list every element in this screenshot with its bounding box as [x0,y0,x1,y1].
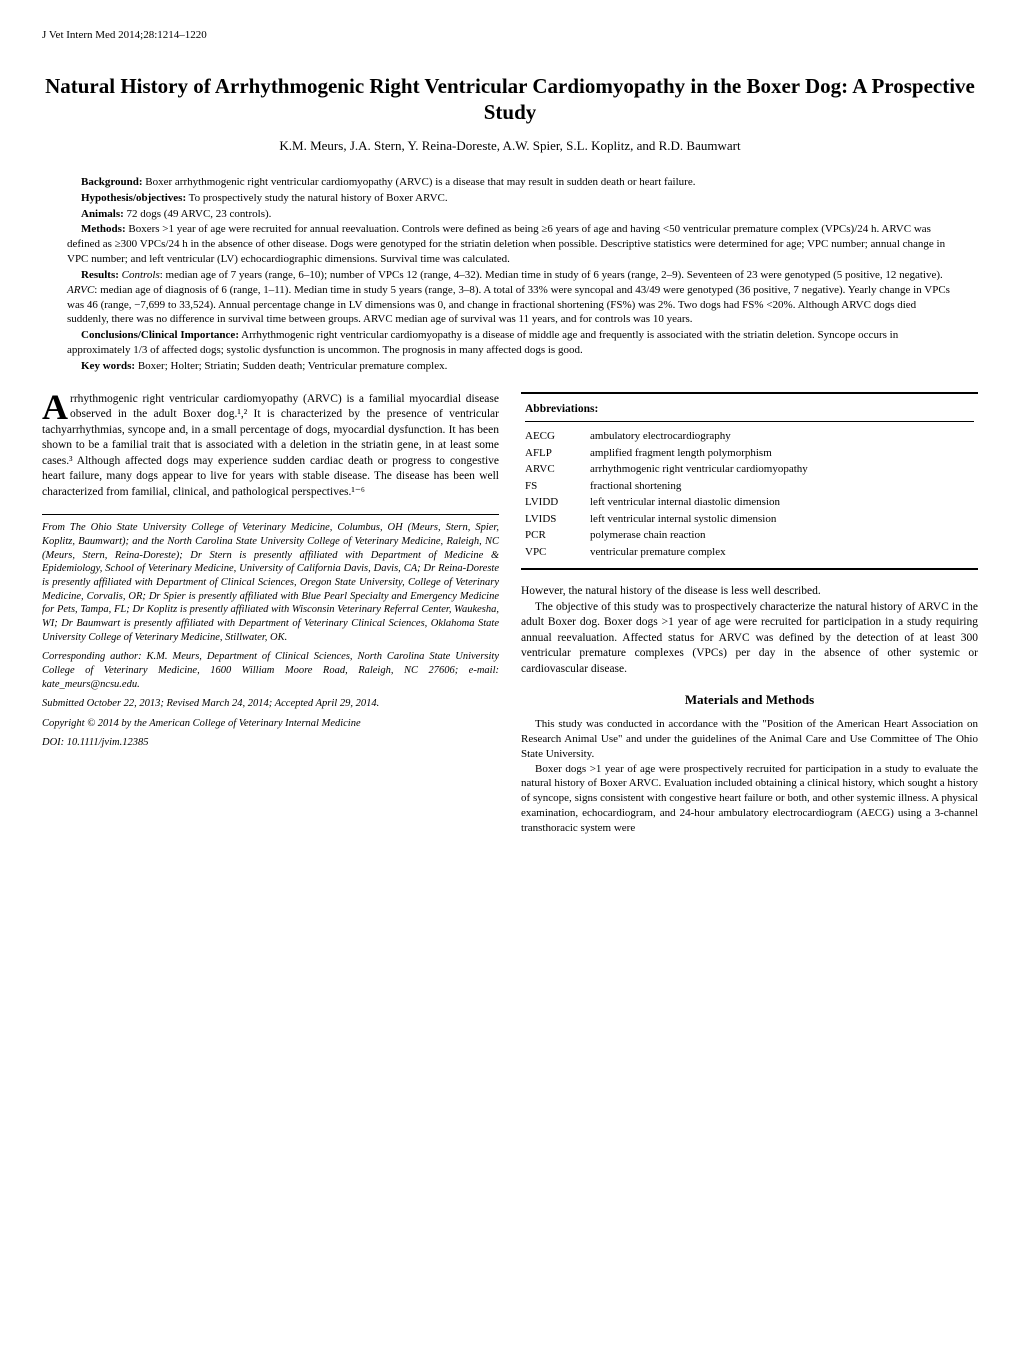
keywords-text: Boxer; Holter; Striatin; Sudden death; V… [135,360,447,372]
right-column: Abbreviations: AECGambulatory electrocar… [521,392,978,836]
left-column: Arrhythmogenic right ventricular cardiom… [42,392,499,836]
footnote-corresponding: Corresponding author: K.M. Meurs, Depart… [42,650,499,691]
article-title: Natural History of Arrhythmogenic Right … [42,73,978,126]
results-arvc-text: : median age of diagnosis of 6 (range, 1… [67,284,950,326]
abstract-conclusions: Conclusions/Clinical Importance: Arrhyth… [67,328,953,358]
right-para-2: The objective of this study was to prosp… [521,600,978,678]
abstract-methods: Methods: Boxers >1 year of age were recr… [67,222,953,267]
abbreviation-value: left ventricular internal systolic dimen… [590,511,974,528]
results-label: Results: [81,269,119,281]
materials-methods-heading: Materials and Methods [521,691,978,709]
abbreviations-list: AECGambulatory electrocardiographyAFLPam… [525,428,974,560]
hypothesis-text: To prospectively study the natural histo… [186,192,448,204]
abbreviation-key: AFLP [525,445,590,462]
abbreviation-row: FSfractional shortening [525,478,974,495]
footnote-copyright: Copyright © 2014 by the American College… [42,717,499,731]
abbreviations-title: Abbreviations: [525,402,974,423]
abstract-background: Background: Boxer arrhythmogenic right v… [67,175,953,190]
abbreviation-key: FS [525,478,590,495]
abbreviation-row: AFLPamplified fragment length polymorphi… [525,445,974,462]
abbreviation-key: ARVC [525,461,590,478]
abbreviation-key: LVIDD [525,494,590,511]
abbreviation-key: VPC [525,544,590,561]
abbreviation-row: VPCventricular premature complex [525,544,974,561]
abstract: Background: Boxer arrhythmogenic right v… [67,175,953,374]
background-label: Background: [81,176,143,188]
abbreviation-key: AECG [525,428,590,445]
abstract-hypothesis: Hypothesis/objectives: To prospectively … [67,191,953,206]
animals-label: Animals: [81,208,124,220]
animals-text: 72 dogs (49 ARVC, 23 controls). [124,208,272,220]
abbreviation-row: AECGambulatory electrocardiography [525,428,974,445]
abbreviation-value: fractional shortening [590,478,974,495]
footnote-submitted: Submitted October 22, 2013; Revised Marc… [42,697,499,711]
abbreviation-value: arrhythmogenic right ventricular cardiom… [590,461,974,478]
results-controls-text: : median age of 7 years (range, 6–10); n… [160,269,943,281]
author-list: K.M. Meurs, J.A. Stern, Y. Reina-Doreste… [42,137,978,155]
abbreviation-key: PCR [525,527,590,544]
abstract-results: Results: Controls: median age of 7 years… [67,268,953,327]
abbreviation-key: LVIDS [525,511,590,528]
footnote-doi: DOI: 10.1111/jvim.12385 [42,736,499,750]
abbreviation-value: amplified fragment length polymorphism [590,445,974,462]
abbreviations-box: Abbreviations: AECGambulatory electrocar… [521,392,978,571]
abstract-keywords: Key words: Boxer; Holter; Striatin; Sudd… [67,359,953,374]
methods-label: Methods: [81,223,126,235]
abbreviation-value: left ventricular internal diastolic dime… [590,494,974,511]
abstract-animals: Animals: 72 dogs (49 ARVC, 23 controls). [67,207,953,222]
abbreviation-value: ambulatory electrocardiography [590,428,974,445]
abbreviation-row: PCRpolymerase chain reaction [525,527,974,544]
methods-text: Boxers >1 year of age were recruited for… [67,223,945,265]
results-arvc-em: ARVC [67,284,94,296]
conclusions-label: Conclusions/Clinical Importance: [81,329,239,341]
intro-paragraph: Arrhythmogenic right ventricular cardiom… [42,392,499,501]
intro-text: rrhythmogenic right ventricular cardiomy… [42,393,499,498]
methods-para-1: This study was conducted in accordance w… [521,717,978,762]
footnote-block: From The Ohio State University College o… [42,514,499,750]
background-text: Boxer arrhythmogenic right ventricular c… [143,176,696,188]
right-para-1: However, the natural history of the dise… [521,584,978,600]
footnote-affiliation: From The Ohio State University College o… [42,521,499,644]
results-controls-em: Controls [122,269,160,281]
abbreviation-row: LVIDDleft ventricular internal diastolic… [525,494,974,511]
abbreviation-row: LVIDSleft ventricular internal systolic … [525,511,974,528]
abbreviation-value: polymerase chain reaction [590,527,974,544]
methods-para-2: Boxer dogs >1 year of age were prospecti… [521,762,978,836]
hypothesis-label: Hypothesis/objectives: [81,192,186,204]
running-head: J Vet Intern Med 2014;28:1214–1220 [42,28,978,43]
dropcap: A [42,392,70,422]
body-columns: Arrhythmogenic right ventricular cardiom… [42,392,978,836]
keywords-label: Key words: [81,360,135,372]
abbreviation-row: ARVCarrhythmogenic right ventricular car… [525,461,974,478]
abbreviation-value: ventricular premature complex [590,544,974,561]
